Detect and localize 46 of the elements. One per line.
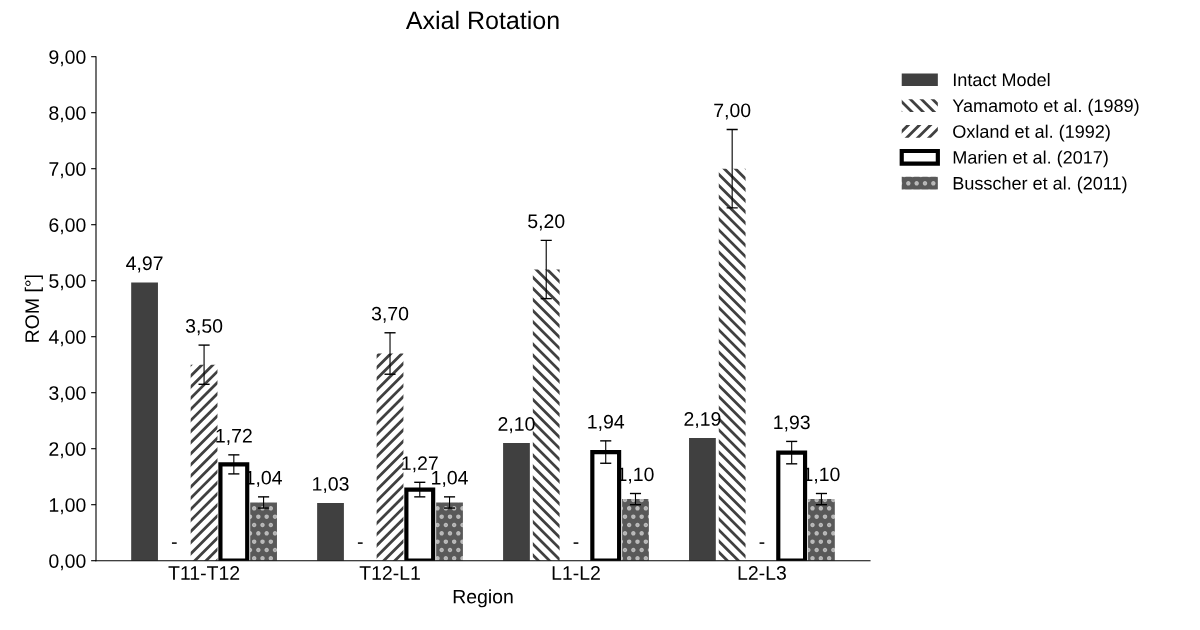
data-label: 5,20 bbox=[528, 214, 565, 231]
bar bbox=[250, 502, 277, 561]
bar bbox=[376, 353, 404, 561]
y-tick-label: 8,00 bbox=[49, 106, 86, 123]
data-label: 7,00 bbox=[714, 103, 751, 120]
text: - bbox=[357, 542, 363, 544]
legend-label: Intact Model bbox=[953, 72, 1050, 87]
data-label: 1,72 bbox=[216, 428, 252, 445]
y-axis-title: ROM [°] bbox=[24, 275, 43, 342]
legend-label: Marien et al. (2017) bbox=[953, 150, 1108, 168]
data-label: 1,03 bbox=[313, 477, 349, 494]
data-label: 3,70 bbox=[371, 306, 409, 323]
y-tick-label: 3,00 bbox=[49, 386, 86, 403]
y-tick-label: 4,00 bbox=[48, 330, 86, 347]
y-tick-label: 7,00 bbox=[49, 162, 86, 179]
y-tick-label: 2,00 bbox=[49, 442, 86, 459]
y-tick-label: 1,00 bbox=[49, 498, 86, 515]
x-axis-title: Region bbox=[453, 589, 513, 608]
x-tick-label: T12-L1 bbox=[359, 566, 420, 580]
y-tick-label: 5,00 bbox=[49, 274, 86, 291]
data-label: 1,94 bbox=[588, 414, 625, 431]
y-tick-label: 0,00 bbox=[49, 554, 86, 571]
data-label: 1,93 bbox=[774, 415, 810, 432]
legend-label: Oxland et al. (1992) bbox=[953, 124, 1110, 142]
bar bbox=[503, 443, 530, 561]
bar bbox=[190, 364, 218, 561]
chart-title: Axial Rotation bbox=[405, 10, 559, 30]
x-tick-label: T11-T12 bbox=[168, 566, 240, 580]
text: - bbox=[759, 542, 765, 544]
data-label: 4,97 bbox=[126, 256, 163, 273]
data-label: 3,50 bbox=[185, 319, 223, 336]
bar bbox=[808, 499, 835, 561]
bar bbox=[131, 282, 158, 561]
data-label: 2,10 bbox=[498, 417, 535, 434]
y-tick-label: 9,00 bbox=[49, 50, 86, 67]
legend-label: Busscher et al. (2011) bbox=[953, 176, 1127, 194]
bar bbox=[317, 503, 344, 561]
text: - bbox=[573, 542, 579, 544]
data-label: 2,19 bbox=[684, 412, 721, 429]
text: - bbox=[171, 542, 177, 544]
bar bbox=[689, 438, 716, 561]
bar bbox=[436, 502, 463, 561]
legend-label: Yamamoto et al. (1989) bbox=[952, 98, 1139, 116]
x-tick-label: L1-L2 bbox=[552, 566, 600, 580]
x-tick-label: L2-L3 bbox=[738, 566, 786, 580]
y-tick-label: 6,00 bbox=[49, 218, 86, 235]
